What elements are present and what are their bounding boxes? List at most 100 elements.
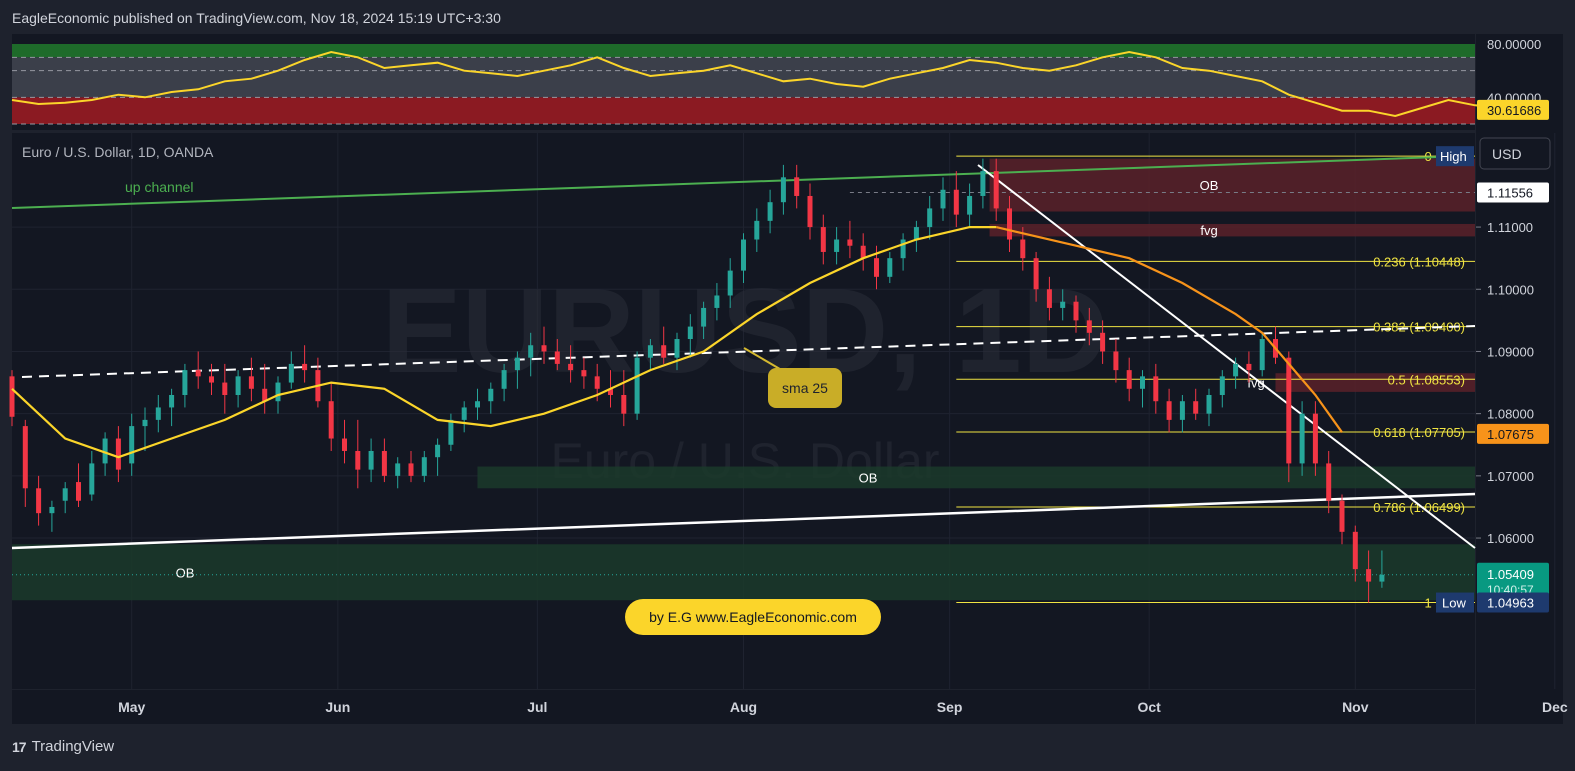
candle-body-41 [554,351,560,364]
candle-body-102 [1366,569,1372,582]
tradingview-logo-icon: 17 [12,738,27,755]
candle-body-3 [49,506,55,514]
candle-body-97 [1299,413,1305,464]
candle-body-64 [860,245,866,259]
candle-body-16 [222,382,228,395]
candle-body-13 [182,370,188,395]
zone-label-4: OB [176,565,195,580]
candle-body-38 [514,357,520,371]
candle-body-46 [621,395,627,414]
sma-callout: sma 25 [743,347,842,408]
high-tag: High [1440,149,1467,164]
candle-body-50 [674,339,680,358]
candle-body-45 [608,388,613,395]
candle-body-76 [1020,239,1026,259]
candle-body-99 [1326,463,1332,501]
candle-body-7 [102,438,108,464]
candle-body-53 [714,295,720,308]
high-tag-bg [1436,146,1474,167]
down-trend-line [977,164,1476,549]
candle-body-83 [1113,351,1119,371]
candle-body-32 [435,444,441,458]
candle-body-74 [993,171,999,209]
osc-current-badge [1477,99,1549,120]
zone-2 [1275,373,1475,392]
candle-body-35 [475,401,480,408]
candle-body-39 [528,345,534,358]
sma-line-tail [995,226,1343,433]
candle-body-36 [488,388,494,402]
candle-body-15 [209,376,214,383]
candle-body-87 [1166,401,1172,420]
candle-body-20 [275,382,281,402]
candle-body-43 [581,370,587,377]
candle-body-9 [129,426,135,464]
axis-layer: 80.0000040.0000030.616861.110001.100001.… [118,37,1568,715]
candle-body-71 [953,189,959,215]
zone-4 [12,544,1475,601]
candle-body-63 [847,239,853,246]
osc-zone-0 [12,44,1475,58]
candle-body-54 [727,270,733,296]
candle-body-26 [355,450,361,470]
time-label-jul: Jul [527,699,547,715]
candle-body-56 [754,220,760,240]
up-channel-label: up channel [125,179,194,195]
candle-body-85 [1140,376,1145,389]
candle-body-91 [1219,376,1225,395]
zone-1 [989,223,1475,237]
time-label-jun: Jun [325,699,350,715]
candle-body-2 [36,488,42,514]
candle-body-103 [1379,574,1385,582]
candle-body-51 [687,326,693,340]
candle-body-14 [195,370,201,377]
price-tick-4: 1.07000 [1487,469,1534,484]
sma-price-badge: 1.07675 [1487,427,1534,442]
candle-body-55 [741,239,746,271]
candle-body-6 [89,463,95,495]
candle-body-47 [634,357,640,414]
time-label-nov: Nov [1342,699,1369,715]
candle-body-34 [461,407,467,420]
time-label-dec: Dec [1542,699,1568,715]
osc-tick-0: 80.00000 [1487,37,1541,52]
candle-body-8 [115,438,121,470]
low-price-badge: 1.04963 [1487,596,1534,611]
credit-text: by E.G www.EagleEconomic.com [649,609,857,625]
publish-header: EagleEconomic published on TradingView.c… [12,10,501,26]
sma-callout-text: sma 25 [782,380,828,396]
candle-body-29 [395,463,401,476]
max-price-badge-bg [1477,182,1549,203]
price-tick-5: 1.06000 [1487,531,1534,546]
fib-label-0.5: 0.5 (1.08553) [1388,372,1465,387]
candle-body-22 [302,363,308,371]
candle-body-25 [342,438,347,451]
price-tick-1: 1.10000 [1487,282,1534,297]
candle-body-92 [1233,363,1239,377]
zone-label-1: fvg [1200,223,1217,238]
time-label-aug: Aug [730,699,757,715]
trendline-layer [11,156,1476,550]
candle-body-18 [248,376,254,389]
candle-body-60 [807,195,813,228]
lower-support-line [11,492,1476,550]
watermark-ticker: EURUSD, 1D [382,264,1109,398]
candle-body-66 [887,258,893,277]
candle-body-11 [155,407,161,420]
candle-body-68 [913,227,919,240]
zone-label-3: OB [859,470,878,485]
max-price-badge: 1.11556 [1487,185,1533,200]
candle-body-101 [1352,531,1358,570]
candle-body-88 [1179,401,1185,420]
candle-body-84 [1126,370,1132,389]
candle-body-77 [1033,258,1039,290]
osc-zone-2 [12,97,1475,124]
currency-button[interactable]: USD [1479,137,1551,170]
osc-line [11,50,1542,118]
tradingview-logo[interactable]: 17 TradingView [12,738,114,755]
candle-body-10 [142,419,148,427]
candle-body-78 [1046,289,1052,308]
candle-body-49 [661,345,667,358]
